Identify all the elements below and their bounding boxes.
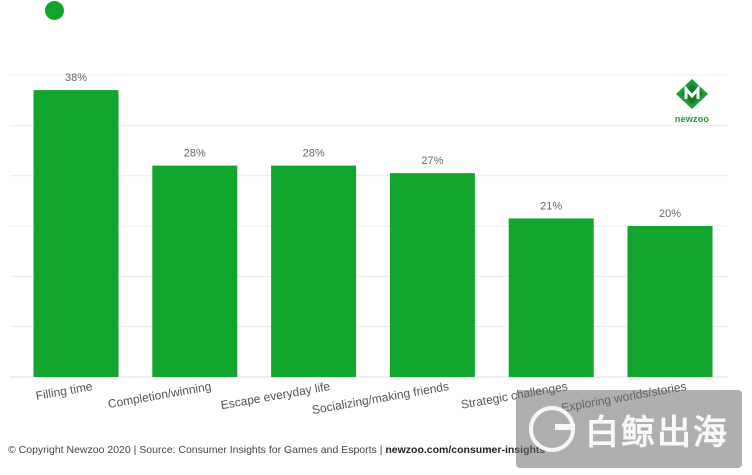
value-label: 21% bbox=[540, 200, 562, 212]
category-label: Filling time bbox=[35, 379, 94, 403]
category-label: Socializing/making friends bbox=[311, 379, 450, 417]
bar bbox=[627, 226, 713, 377]
value-label: 28% bbox=[303, 148, 325, 160]
bar bbox=[271, 165, 357, 377]
footer-link[interactable]: newzoo.com/consumer-insights bbox=[385, 444, 546, 456]
value-label: 38% bbox=[65, 72, 87, 84]
newzoo-logo-text: newzoo bbox=[674, 114, 710, 124]
footer-source: © Copyright Newzoo 2020 | Source: Consum… bbox=[8, 444, 545, 456]
category-label: Completion/winning bbox=[107, 379, 213, 411]
bar bbox=[152, 165, 238, 377]
watermark-text: 白鲸出海 bbox=[585, 412, 729, 453]
value-labels: 38% 28% 28% 27% 21% 20% bbox=[65, 72, 681, 220]
watermark: 白鲸出海 bbox=[516, 390, 742, 468]
legend-dot bbox=[45, 1, 64, 20]
newzoo-logo: newzoo bbox=[672, 78, 712, 124]
bar bbox=[389, 173, 475, 377]
value-label: 28% bbox=[184, 148, 206, 160]
bar-chart: 38% 28% 28% 27% 21% 20% Filling time Completio… bbox=[10, 72, 728, 417]
bars bbox=[33, 90, 713, 377]
watermark-logo-icon bbox=[529, 406, 575, 452]
grid-lines bbox=[10, 74, 728, 378]
value-label: 27% bbox=[421, 155, 443, 167]
bar bbox=[33, 90, 119, 377]
bar bbox=[508, 218, 594, 377]
value-label: 20% bbox=[659, 208, 681, 220]
footer-copyright: © Copyright Newzoo 2020 | Source: Consum… bbox=[8, 444, 386, 456]
newzoo-logo-icon bbox=[676, 79, 708, 109]
